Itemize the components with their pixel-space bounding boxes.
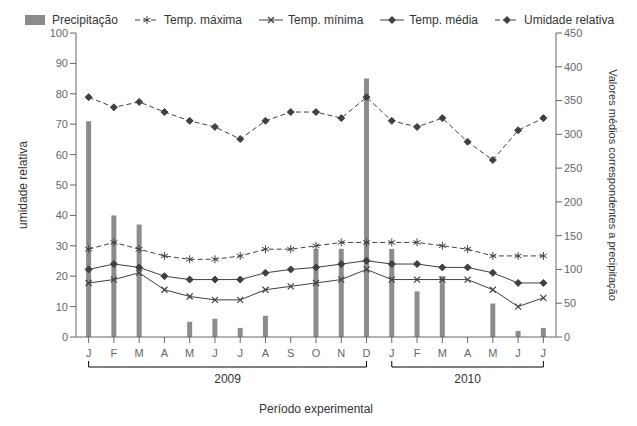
- svg-text:M: M: [185, 347, 194, 359]
- svg-text:100: 100: [564, 263, 582, 275]
- svg-text:J: J: [515, 347, 521, 359]
- svg-text:J: J: [389, 347, 395, 359]
- svg-text:N: N: [337, 347, 345, 359]
- svg-text:S: S: [287, 347, 294, 359]
- html-text:Temp. média: Temp. média: [409, 13, 478, 27]
- svg-text:F: F: [111, 347, 118, 359]
- svg-text:A: A: [161, 347, 169, 359]
- svg-text:200: 200: [564, 196, 582, 208]
- svg-text:90: 90: [56, 57, 68, 69]
- svg-text:J: J: [237, 347, 243, 359]
- svg-text:O: O: [312, 347, 321, 359]
- svg-text:450: 450: [564, 27, 582, 39]
- svg-text:J: J: [86, 347, 92, 359]
- svg-text:80: 80: [56, 88, 68, 100]
- svg-text:F: F: [414, 347, 421, 359]
- svg-text:100: 100: [50, 27, 68, 39]
- html-text:Temp. máxima: Temp. máxima: [164, 13, 242, 27]
- svg-text:300: 300: [564, 128, 582, 140]
- svg-text:50: 50: [564, 297, 576, 309]
- svg-text:A: A: [262, 347, 270, 359]
- html-text:Temp. mínima: Temp. mínima: [288, 13, 364, 27]
- svg-text:2009: 2009: [214, 372, 241, 386]
- svg-text:400: 400: [564, 61, 582, 73]
- svg-text:Período experimental: Período experimental: [259, 402, 373, 416]
- svg-text:A: A: [464, 347, 472, 359]
- svg-text:M: M: [488, 347, 497, 359]
- svg-text:0: 0: [62, 331, 68, 343]
- svg-text:Valores médios correspondentes: Valores médios correspondentes a precipi…: [607, 69, 619, 301]
- svg-text:250: 250: [564, 162, 582, 174]
- svg-text:umidade relativa: umidade relativa: [16, 141, 30, 229]
- svg-text:40: 40: [56, 209, 68, 221]
- html-text:Precipitação: Precipitação: [51, 13, 118, 27]
- svg-text:50: 50: [56, 179, 68, 191]
- svg-text:0: 0: [564, 331, 570, 343]
- svg-text:2010: 2010: [454, 372, 481, 386]
- svg-text:10: 10: [56, 301, 68, 313]
- svg-text:D: D: [363, 347, 371, 359]
- svg-text:J: J: [212, 347, 218, 359]
- svg-text:60: 60: [56, 149, 68, 161]
- svg-text:M: M: [135, 347, 144, 359]
- svg-text:30: 30: [56, 240, 68, 252]
- svg-text:70: 70: [56, 118, 68, 130]
- html-text:Umidade relativa: Umidade relativa: [524, 13, 615, 27]
- svg-text:150: 150: [564, 230, 582, 242]
- svg-text:20: 20: [56, 270, 68, 282]
- svg-text:350: 350: [564, 94, 582, 106]
- svg-text:J: J: [541, 347, 547, 359]
- svg-text:M: M: [438, 347, 447, 359]
